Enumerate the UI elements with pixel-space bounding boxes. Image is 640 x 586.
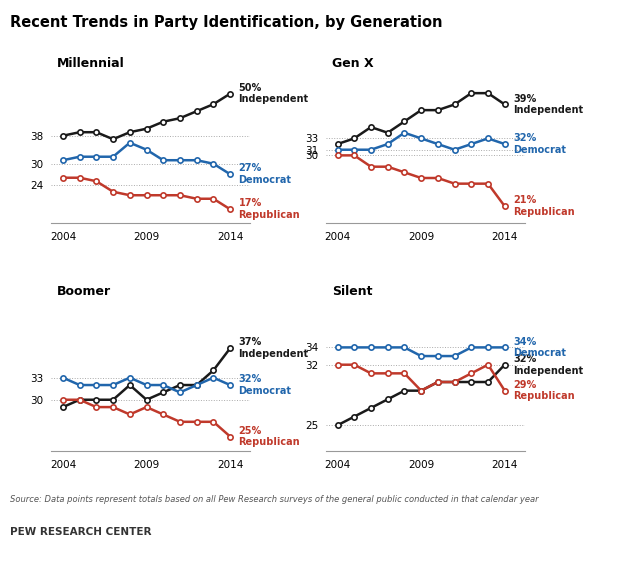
Text: 29%
Republican: 29% Republican <box>513 380 575 401</box>
Text: 32%
Independent: 32% Independent <box>513 354 583 376</box>
Text: PEW RESEARCH CENTER: PEW RESEARCH CENTER <box>10 527 151 537</box>
Text: 32%
Democrat: 32% Democrat <box>513 133 566 155</box>
Text: 17%
Republican: 17% Republican <box>239 199 300 220</box>
Text: 37%
Independent: 37% Independent <box>239 338 308 359</box>
Text: 25%
Republican: 25% Republican <box>239 425 300 447</box>
Text: Source: Data points represent totals based on all Pew Research surveys of the ge: Source: Data points represent totals bas… <box>10 495 538 504</box>
Text: 34%
Democrat: 34% Democrat <box>513 336 566 358</box>
Text: Gen X: Gen X <box>332 57 373 70</box>
Text: Millennial: Millennial <box>57 57 125 70</box>
Text: 50%
Independent: 50% Independent <box>239 83 308 104</box>
Text: Boomer: Boomer <box>57 285 111 298</box>
Text: Recent Trends in Party Identification, by Generation: Recent Trends in Party Identification, b… <box>10 15 442 30</box>
Text: 39%
Independent: 39% Independent <box>513 94 583 115</box>
Text: 27%
Democrat: 27% Democrat <box>239 163 291 185</box>
Text: 21%
Republican: 21% Republican <box>513 196 575 217</box>
Text: 32%
Democrat: 32% Democrat <box>239 374 291 396</box>
Text: Silent: Silent <box>332 285 372 298</box>
